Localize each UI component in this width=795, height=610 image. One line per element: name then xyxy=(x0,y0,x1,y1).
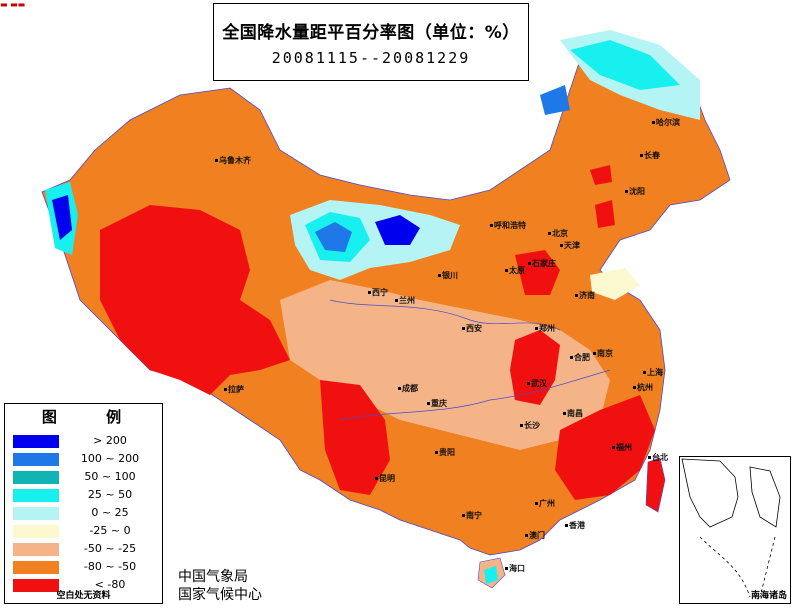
city-label: 济南 xyxy=(575,290,595,301)
taiwan-region xyxy=(645,457,666,513)
legend-label: 50 ~ 100 xyxy=(84,470,136,483)
central-light-region xyxy=(280,280,610,450)
legend-item: < -80 xyxy=(13,578,159,593)
legend-label: -50 ~ -25 xyxy=(83,542,137,555)
legend-swatch xyxy=(13,525,59,538)
legend-swatch xyxy=(13,579,59,592)
legend-item: 25 ~ 50 xyxy=(13,488,159,503)
legend-swatch xyxy=(13,507,59,520)
city-label: 杭州 xyxy=(633,382,653,393)
city-label: 呼和浩特 xyxy=(490,220,526,231)
city-label: 武汉 xyxy=(527,378,547,389)
city-label: 西宁 xyxy=(368,287,388,298)
city-label: 福州 xyxy=(612,442,632,453)
city-label: 拉萨 xyxy=(224,384,244,395)
city-label: 太原 xyxy=(505,265,525,276)
city-label: 重庆 xyxy=(427,398,447,409)
legend-item: -80 ~ -50 xyxy=(13,560,159,575)
city-label: 乌鲁木齐 xyxy=(215,155,251,166)
legend-label: 25 ~ 50 xyxy=(87,488,133,501)
city-label: 广州 xyxy=(535,498,555,509)
city-label: 南京 xyxy=(593,348,613,359)
legend-label: -25 ~ 0 xyxy=(89,524,131,537)
legend-item: 100 ~ 200 xyxy=(13,452,159,467)
legend-item: 50 ~ 100 xyxy=(13,470,159,485)
city-label: 西安 xyxy=(462,323,482,334)
legend: 图 例 > 200 100 ~ 200 50 ~ 100 25 ~ 50 0 ~… xyxy=(4,403,163,604)
legend-note: 空白处无资料 xyxy=(56,591,111,601)
city-label: 银川 xyxy=(438,270,458,281)
legend-swatch xyxy=(13,561,59,574)
legend-swatch xyxy=(13,543,59,556)
city-label: 昆明 xyxy=(375,473,395,484)
city-label: 南宁 xyxy=(462,510,482,521)
city-label: 香港 xyxy=(565,520,585,531)
city-label: 哈尔滨 xyxy=(652,117,680,128)
hubei-red-region xyxy=(510,330,560,405)
legend-swatch xyxy=(13,453,59,466)
date-range: 20081115--20081229 xyxy=(271,49,471,67)
city-label: 成都 xyxy=(398,383,418,394)
legend-swatch xyxy=(13,471,59,484)
legend-label: > 200 xyxy=(93,434,127,447)
yunnan-red-region xyxy=(320,380,390,495)
city-label: 沈阳 xyxy=(625,186,645,197)
agency-line-1: 中国气象局 xyxy=(178,569,248,585)
city-label: 上海 xyxy=(643,367,663,378)
title-box: 全国降水量距平百分率图（单位：%） 20081115--20081229 xyxy=(213,3,529,81)
legend-swatch xyxy=(13,489,59,502)
western-red-region xyxy=(100,205,290,395)
legend-label: 0 ~ 25 xyxy=(91,506,129,519)
legend-item: > 200 xyxy=(13,434,159,449)
city-label: 贵阳 xyxy=(435,447,455,458)
city-label: 石家庄 xyxy=(528,258,556,269)
corner-mark: ▬ ▬▬ xyxy=(0,0,26,9)
city-label: 长沙 xyxy=(520,420,540,431)
agency-line-2: 国家气候中心 xyxy=(178,587,262,603)
city-label: 台北 xyxy=(648,452,668,463)
city-label: 海口 xyxy=(505,563,525,574)
city-label: 合肥 xyxy=(570,352,590,363)
legend-label: -80 ~ -50 xyxy=(83,560,137,573)
city-label: 南昌 xyxy=(563,408,583,419)
city-label: 长春 xyxy=(640,150,660,161)
inset-label: 南海诸岛 xyxy=(750,591,787,601)
legend-label: 100 ~ 200 xyxy=(80,452,140,465)
city-label: 澳门 xyxy=(525,530,545,541)
city-label: 北京 xyxy=(548,228,568,239)
city-label: 郑州 xyxy=(535,323,555,334)
legend-label: < -80 xyxy=(94,578,126,591)
city-label: 天津 xyxy=(560,240,580,251)
city-label: 兰州 xyxy=(395,295,415,306)
inset-map xyxy=(681,458,781,598)
map-title: 全国降水量距平百分率图（单位：%） xyxy=(222,23,520,43)
legend-swatch xyxy=(13,435,59,448)
legend-item: 0 ~ 25 xyxy=(13,506,159,521)
legend-title: 图 例 xyxy=(41,408,144,426)
legend-item: -50 ~ -25 xyxy=(13,542,159,557)
legend-item: -25 ~ 0 xyxy=(13,524,159,539)
southeast-red-region xyxy=(555,395,655,500)
south-china-sea-inset: 南海诸岛 xyxy=(679,456,791,604)
